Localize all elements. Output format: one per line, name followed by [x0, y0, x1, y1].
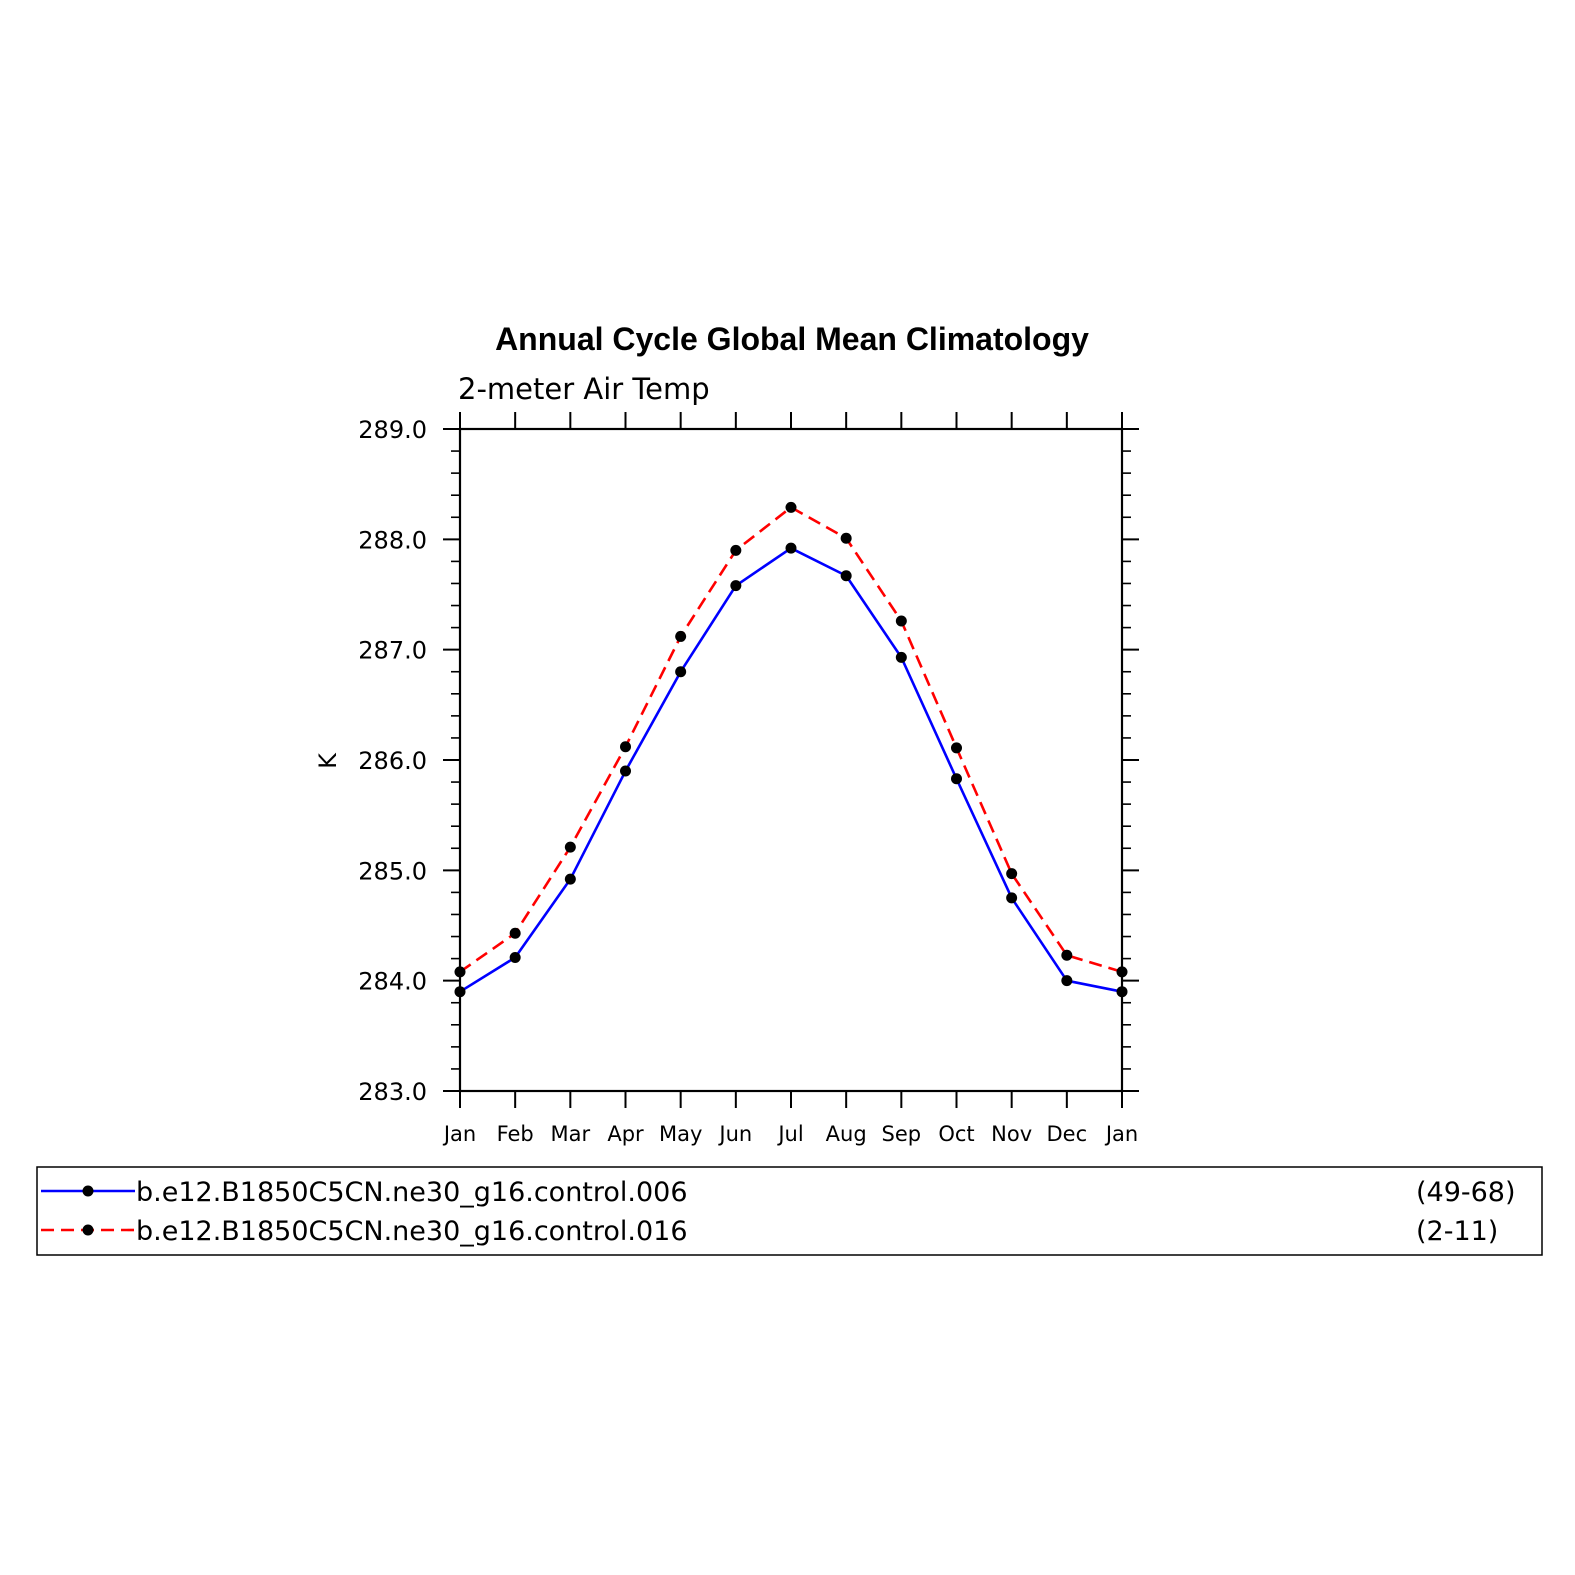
series-1-point [1061, 975, 1073, 987]
series-2-point [1061, 949, 1073, 961]
y-tick-label: 284.0 [358, 968, 427, 996]
series-1-point [840, 570, 852, 582]
series-2-point [1116, 966, 1128, 978]
x-tick-label: Feb [497, 1122, 534, 1146]
series-1-point [730, 580, 742, 592]
series-layer [454, 501, 1128, 998]
y-tick-label: 287.0 [358, 637, 427, 665]
chart-title: Annual Cycle Global Mean Climatology [495, 321, 1089, 357]
y-tick-label: 289.0 [358, 416, 427, 444]
series-1-point [509, 951, 521, 963]
x-tick-label: Sep [882, 1122, 922, 1146]
y-tick-label: 288.0 [358, 526, 427, 554]
x-tick-label: Jul [776, 1122, 803, 1146]
series-2-point [951, 742, 962, 754]
x-tick-label: Apr [607, 1122, 644, 1146]
legend-marker-2 [82, 1224, 94, 1236]
y-tick-label: 283.0 [358, 1078, 427, 1106]
legend-years-1: (49-68) [1416, 1177, 1516, 1208]
series-1-point [895, 651, 907, 663]
x-tick-label: Nov [991, 1122, 1032, 1146]
series-1-point [1006, 892, 1018, 904]
series-1-point [1116, 986, 1128, 998]
legend: b.e12.B1850C5CN.ne30_g16.control.006 (49-… [36, 1166, 1543, 1256]
series-2-point [895, 615, 907, 627]
x-tick-label: May [659, 1122, 702, 1146]
series-2-point [785, 501, 797, 513]
series-1-point [564, 873, 576, 885]
legend-years-2: (2-11) [1416, 1216, 1498, 1247]
series-2-point [564, 841, 576, 853]
plot-frame [458, 427, 1124, 1093]
series-1-point [951, 773, 962, 785]
series-2-point [675, 630, 687, 642]
legend-box [36, 1166, 1543, 1256]
x-tick-label: Jan [1104, 1122, 1138, 1146]
series-1-point [454, 986, 466, 998]
x-tick-label: Dec [1047, 1122, 1088, 1146]
series-1-point [675, 666, 687, 678]
y-tick-label: 285.0 [358, 857, 427, 885]
series-2-point [620, 741, 631, 753]
series-line-1 [459, 546, 1123, 993]
legend-label-1: b.e12.B1850C5CN.ne30_g16.control.006 [136, 1177, 688, 1208]
x-tick-label: Jun [717, 1122, 752, 1146]
series-2-point [1006, 868, 1018, 880]
series-1-point [620, 765, 631, 777]
x-tick-label: Oct [938, 1122, 974, 1146]
series-2-point [840, 532, 852, 544]
plot-axes: 283.0 284.0 285.0 286.0 287.0 288.0 289.0 Jan Fe… [358, 412, 1139, 1146]
x-tick-label: Jan [442, 1122, 476, 1146]
legend-marker-1 [82, 1185, 94, 1197]
series-line-2 [459, 506, 1123, 974]
x-tick-label: Aug [826, 1122, 867, 1146]
series-2-point [730, 544, 742, 556]
chart-subtitle: 2-meter Air Temp [458, 372, 710, 406]
series-1-point [785, 542, 797, 554]
series-2-point [454, 966, 466, 978]
legend-label-2: b.e12.B1850C5CN.ne30_g16.control.016 [136, 1216, 688, 1247]
series-2-point [509, 927, 521, 939]
y-axis-label: K [314, 752, 342, 769]
y-tick-label: 286.0 [358, 747, 427, 775]
x-tick-label: Mar [551, 1122, 591, 1146]
